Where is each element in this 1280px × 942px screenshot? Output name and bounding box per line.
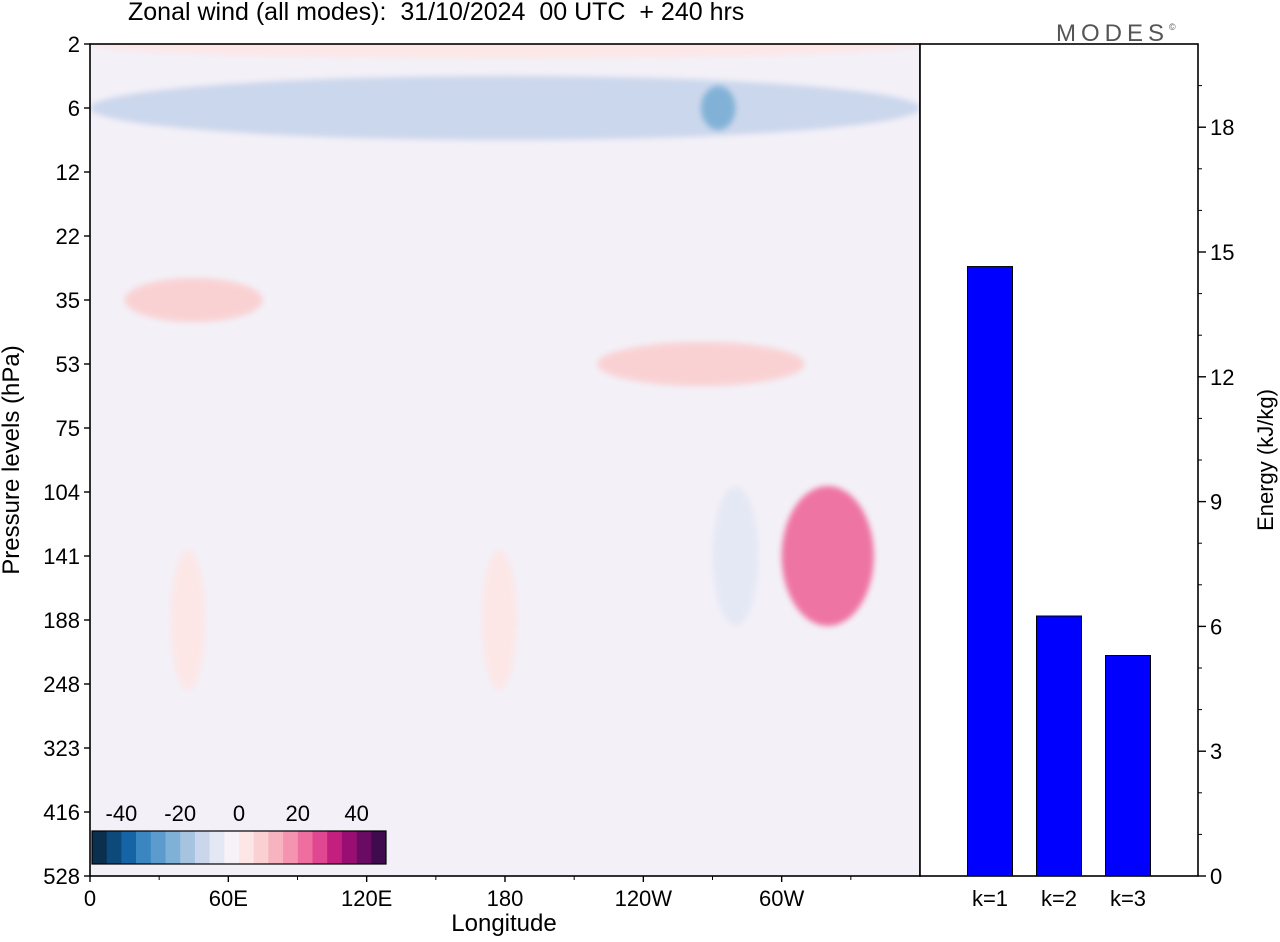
energy-tick-label: 15 [1210,240,1234,265]
energy-tick-label: 0 [1210,864,1222,889]
colorbar-swatch [136,831,152,864]
y-tick-label: 141 [43,544,80,569]
energy-bar-k=3 [1105,655,1151,877]
wind-feature-4 [597,342,805,386]
colorbar-swatch [356,831,372,864]
energy-tick-label: 3 [1210,739,1222,764]
modes-logo: MODES© [1056,20,1176,48]
bar-category-label: k=3 [1110,886,1146,911]
wind-feature-1 [90,76,920,140]
wind-feature-6 [712,486,759,626]
x-tick-label: 120E [341,886,392,911]
x-tick-label: 180 [487,886,524,911]
x-axis-label-longitude: Longitude [451,910,557,937]
energy-tick-label: 9 [1210,490,1222,515]
energy-bar-chart: k=1 k=2 k=3 0 3 6 9 12 15 18 [919,43,1234,911]
colorbar-swatch [297,831,313,864]
energy-bar-k=1 [967,266,1013,877]
energy-tick-label: 12 [1210,365,1234,390]
y-tick-label: 248 [43,672,80,697]
bar-category-label: k=2 [1041,886,1077,911]
wind-feature-0 [90,44,920,58]
wind-feature-2 [700,86,736,130]
colorbar: -40 -20 0 20 40 [91,801,387,865]
y-tick-label: 22 [56,224,80,249]
colorbar-tick-label: 40 [344,801,368,826]
colorbar-swatch [253,831,269,864]
y-tick-label: 104 [43,480,80,505]
y-tick-label: 528 [43,864,80,889]
y-tick-label: 53 [56,352,80,377]
y-tick-label: 188 [43,608,80,633]
colorbar-swatch [327,831,343,864]
colorbar-tick-label: 20 [286,801,310,826]
wind-feature-8 [481,550,517,690]
colorbar-swatch [165,831,181,864]
chart-title: Zonal wind (all modes): 31/10/2024 00 UT… [128,0,745,26]
y-tick-label: 323 [43,736,80,761]
x-tick-label: 60E [209,886,248,911]
y-tick-label: 6 [68,96,80,121]
x-tick-label: 60W [759,886,804,911]
colorbar-swatch [106,831,122,864]
wind-feature-7 [170,550,206,690]
logo-text: MODES [1056,20,1170,47]
energy-tick-label: 6 [1210,614,1222,639]
x-tick-label: 0 [84,886,96,911]
zonal-wind-heatmap [90,44,920,876]
y-tick-label: 75 [56,416,80,441]
colorbar-swatch [194,831,210,864]
colorbar-frame [91,830,387,865]
bar-category-label: k=1 [972,886,1008,911]
colorbar-swatch [268,831,284,864]
colorbar-tick-label: -20 [164,801,196,826]
y-tick-label: 2 [68,32,80,57]
logo-copyright-mark: © [1169,22,1176,32]
colorbar-swatch [371,831,387,864]
y-tick-label: 35 [56,288,80,313]
y-tick-label: 416 [43,800,80,825]
colorbar-swatch [150,831,166,864]
colorbar-swatch [283,831,299,864]
x-tick-label: 120W [615,886,673,911]
colorbar-swatch [92,831,107,864]
colorbar-swatch [312,831,328,864]
colorbar-swatch [239,831,254,864]
colorbar-swatch [341,831,357,864]
colorbar-swatch [224,831,240,864]
wind-feature-3 [124,278,263,322]
colorbar-tick-label: 0 [233,801,245,826]
heatmap-background [90,44,920,876]
energy-tick-label: 18 [1210,115,1234,140]
colorbar-swatch [121,831,137,864]
colorbar-swatch [180,831,196,864]
y-tick-label: 12 [56,160,80,185]
energy-bar-k=2 [1036,615,1082,877]
wind-feature-5 [781,486,874,626]
colorbar-tick-label: -40 [106,801,138,826]
colorbar-swatch [209,831,225,864]
